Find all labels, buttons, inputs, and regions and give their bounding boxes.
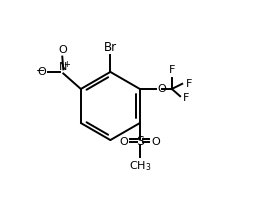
Text: O: O [157, 84, 166, 94]
Text: +: + [64, 60, 70, 69]
Text: O: O [37, 67, 46, 77]
Text: O: O [152, 137, 161, 147]
Text: CH$_3$: CH$_3$ [129, 159, 151, 173]
Text: Br: Br [104, 41, 117, 54]
Text: N: N [59, 63, 68, 73]
Text: −: − [36, 66, 46, 76]
Text: S: S [136, 135, 144, 148]
Text: F: F [186, 79, 192, 89]
Text: F: F [183, 93, 189, 103]
Text: F: F [169, 64, 175, 74]
Text: O: O [119, 137, 128, 147]
Text: O: O [58, 45, 67, 55]
